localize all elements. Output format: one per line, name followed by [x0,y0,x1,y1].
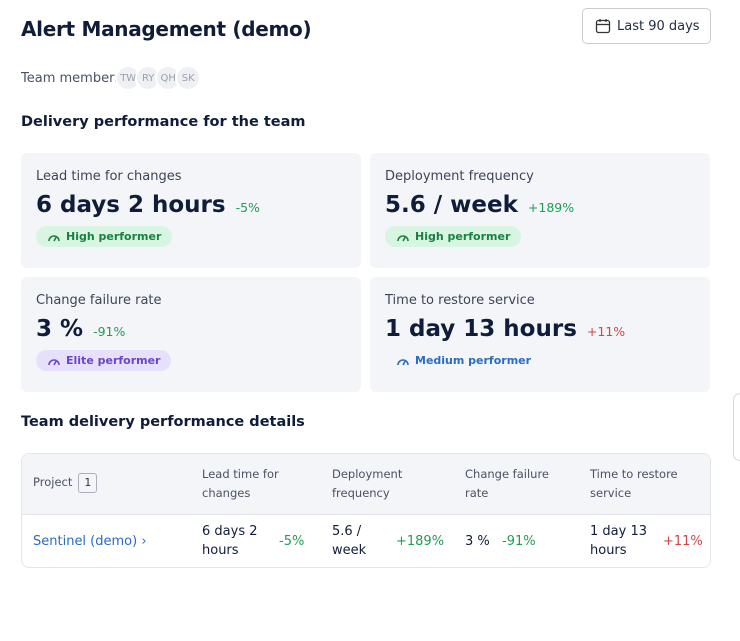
cell-value: 6 days 2 hours [202,524,258,558]
calendar-icon [595,19,611,34]
header-cell: Deployment frequency [332,467,403,500]
project-link[interactable]: Sentinel (demo) › [33,534,147,549]
metric-change: +189% [527,200,575,215]
header-label: Project [33,475,73,489]
badge-label: High performer [415,230,511,243]
performer-badge: High performer [385,226,522,247]
table-title: Team delivery performance details [21,414,305,430]
metric-card: Time to restore service 1 day 13 hours +1… [370,277,710,392]
gauge-icon [397,358,409,365]
badge-label: Medium performer [415,354,532,367]
cell-change: +189% [396,534,445,549]
metric-label: Change failure rate [36,293,162,308]
performer-badge: Medium performer [385,350,542,371]
performer-badge: Elite performer [36,350,172,371]
metric-value: 5.6 / week [385,192,518,218]
project-name: Sentinel (demo) [33,534,138,549]
header-cell: Change failure rate [465,467,550,500]
performer-badge: High performer [36,226,173,247]
gauge-icon [397,234,409,241]
project-count: 1 [78,473,98,493]
header-cell: Lead time for changes [202,467,279,500]
page-title: Alert Management (demo) [21,17,312,41]
date-range-label: Last 90 days [617,18,700,34]
avatar[interactable]: SK [175,65,202,91]
metric-value: 1 day 13 hours [385,316,577,342]
metric-change: -5% [235,200,260,215]
cell-value: 1 day 13 hours [590,524,647,558]
side-panel-edge [733,393,740,461]
metric-card: Lead time for changes 6 days 2 hours -5% … [21,153,361,268]
cell-change: +11% [663,534,703,549]
badge-label: Elite performer [66,354,161,367]
details-table: Project 1 Lead time for changes Deploymen… [21,453,711,568]
table-header: Project 1 Lead time for changes Deploymen… [22,454,710,515]
cell-value: 3 % [465,534,490,549]
metric-label: Deployment frequency [385,169,534,184]
metric-label: Time to restore service [385,293,535,308]
metric-label: Lead time for changes [36,169,182,184]
gauge-icon [48,358,60,365]
table-row: Sentinel (demo) › 6 days 2 hours -5% 5.6… [22,515,710,567]
section-title: Delivery performance for the team [21,114,306,130]
cell-value: 5.6 / week [332,524,367,558]
team-row: Team members TW RY QH SK [21,65,202,91]
team-label: Team members [21,70,122,86]
gauge-icon [48,234,60,241]
date-range-button[interactable]: Last 90 days [582,8,711,44]
cell-change: -91% [502,534,536,549]
metric-change: +11% [586,324,626,339]
metric-value: 3 % [36,316,84,342]
metric-value: 6 days 2 hours [36,192,226,218]
metric-card: Deployment frequency 5.6 / week +189% Hig… [370,153,710,268]
metric-card: Change failure rate 3 % -91% Elite perfor… [21,277,361,392]
header-cell: Time to restore service [590,467,678,500]
badge-label: High performer [66,230,162,243]
cell-change: -5% [279,534,305,549]
metric-change: -91% [93,324,126,339]
header-cell: Project 1 [33,473,98,493]
